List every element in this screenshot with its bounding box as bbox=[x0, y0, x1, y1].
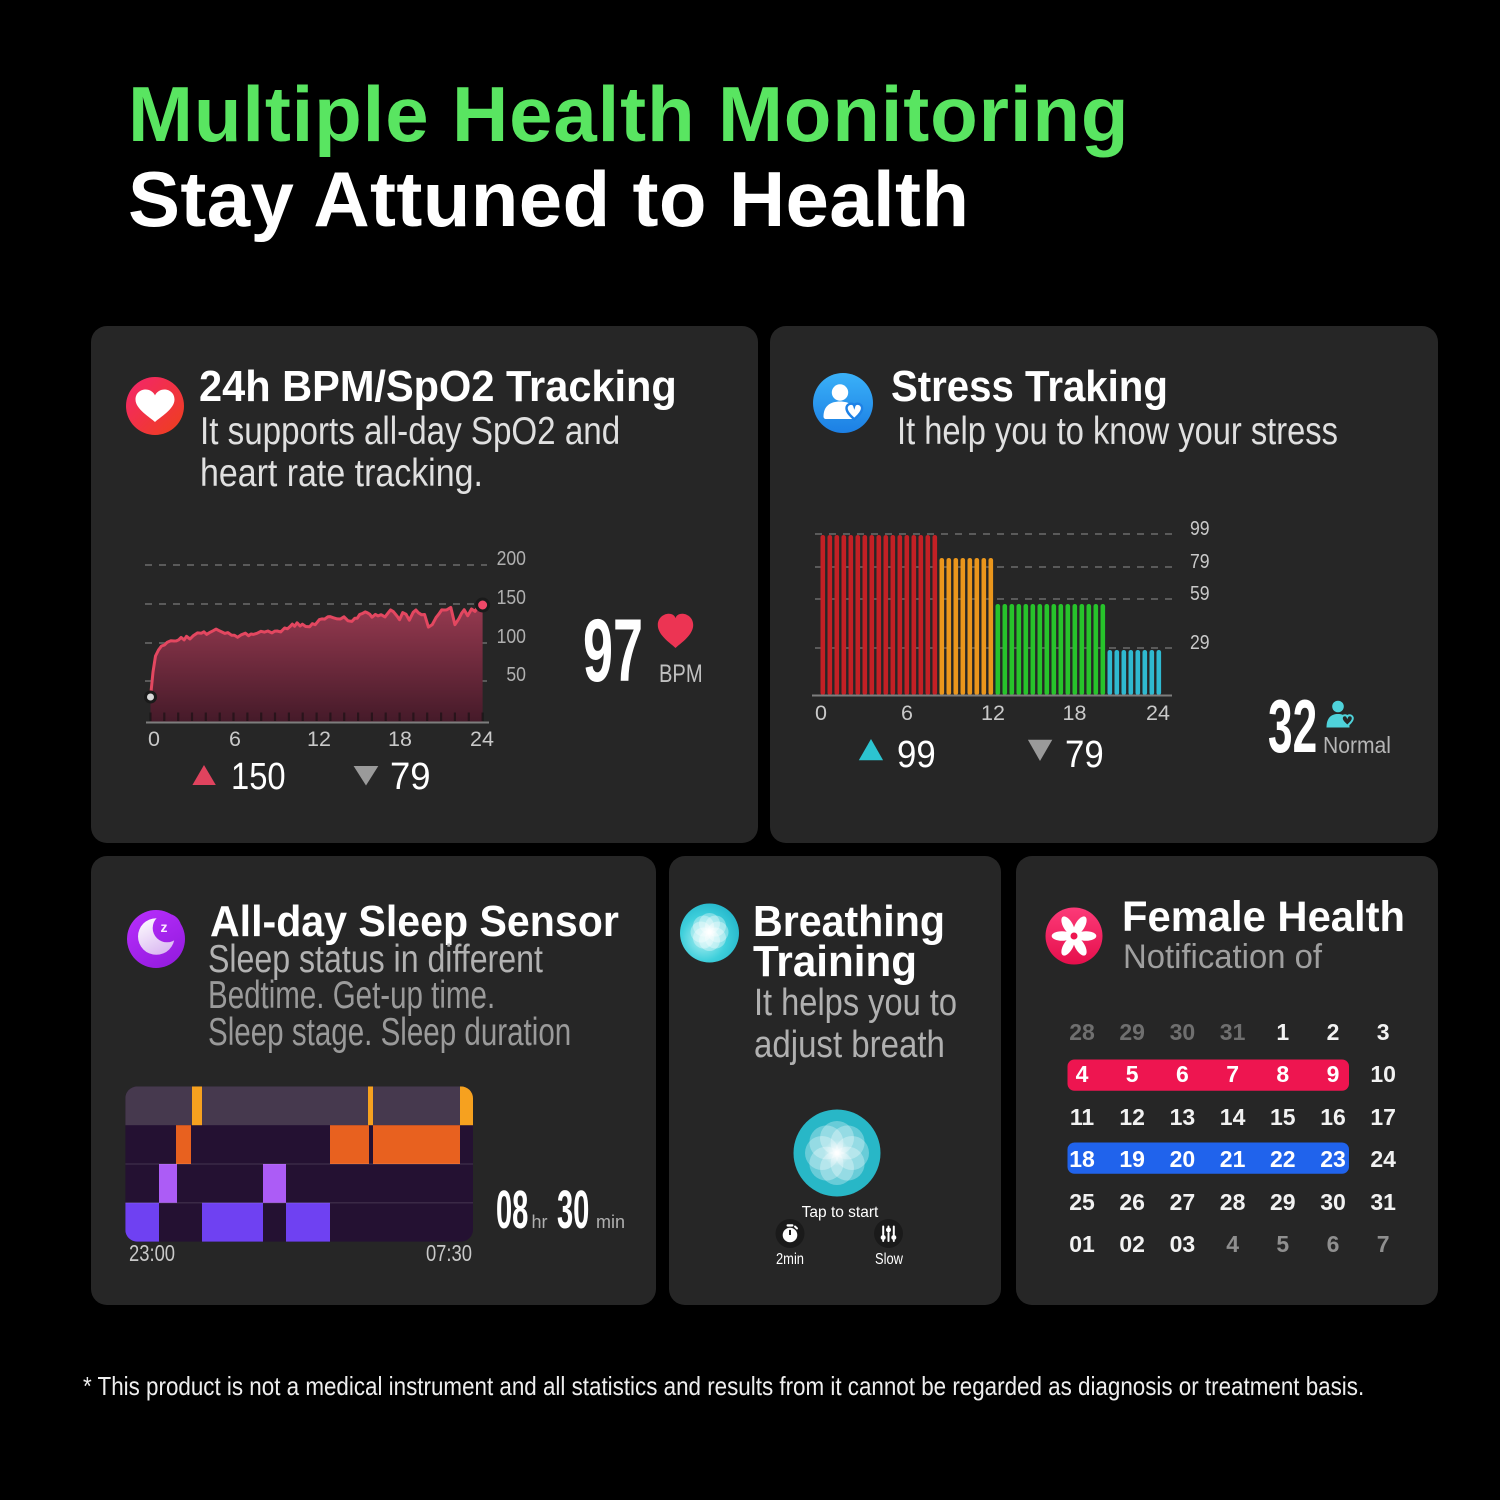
svg-text:z: z bbox=[161, 919, 168, 935]
